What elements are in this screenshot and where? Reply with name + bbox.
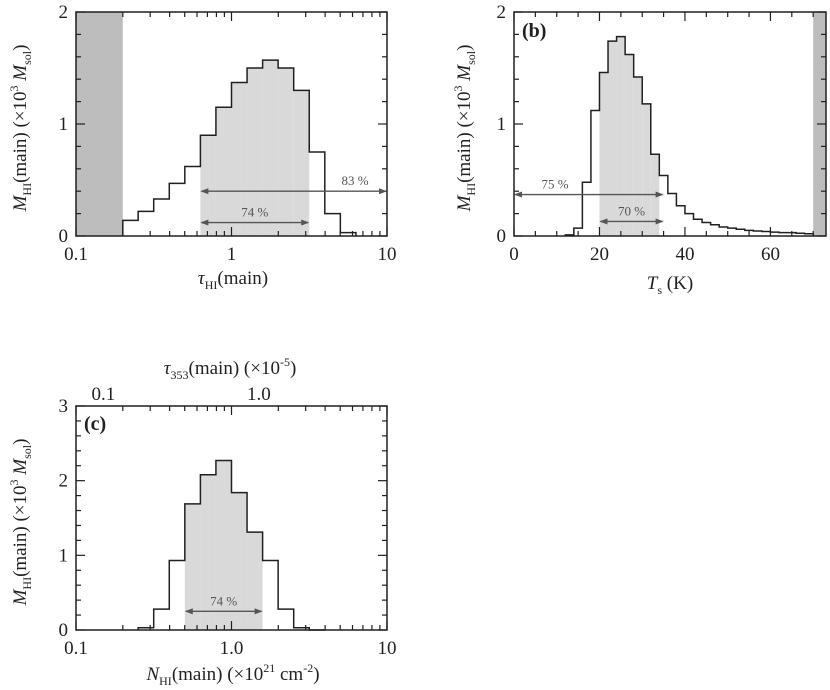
x-tick-label: 0	[509, 244, 519, 265]
panel-a: 0.1 1 10 0 1 2 74 % 83 %	[59, 2, 397, 265]
y-tick-label: 1	[59, 114, 69, 135]
shaded-bar	[215, 460, 232, 630]
shaded-bar	[616, 36, 626, 236]
histogram-outline	[122, 59, 357, 236]
top-x-tick-label: 1.0	[247, 384, 271, 405]
plot-frame	[513, 11, 827, 237]
shaded-bar	[247, 532, 263, 630]
y-tick-label: 2	[59, 471, 69, 492]
x-axis-label-c: NHI(main) (×1021 cm-2)	[145, 661, 319, 688]
x-tick-label: 10	[378, 638, 397, 659]
histogram-outline	[137, 459, 325, 631]
shaded-bar	[608, 41, 617, 237]
panel-c: 0.1 1.0 10 0 1 2 3 0.1 1.0 74 %	[59, 384, 397, 659]
y-tick-label: 0	[497, 226, 507, 247]
range-label: 70 %	[618, 203, 645, 218]
y-tick-label: 3	[59, 396, 69, 417]
shaded-bar	[215, 107, 232, 236]
range-label: 74 %	[241, 205, 268, 220]
shaded-bar	[200, 474, 216, 630]
shaded-bar	[184, 503, 201, 630]
shaded-bar	[633, 76, 643, 237]
top-x-axis-label-c: τ353(main) (×10-5)	[164, 355, 297, 382]
x-tick-label: 10	[378, 244, 397, 265]
y-tick-label: 1	[497, 114, 507, 135]
x-tick-label: 0.1	[64, 244, 88, 265]
shaded-bar	[231, 82, 248, 236]
x-tick-label: 20	[590, 244, 609, 265]
y-axis-label-c: MHI(main) (×103 Msol)	[7, 439, 34, 607]
shaded-bar	[200, 135, 216, 236]
x-tick-label: 40	[675, 244, 694, 265]
top-x-tick-label: 0.1	[92, 384, 116, 405]
range-label: 75 %	[541, 177, 568, 192]
x-tick-label: 1.0	[220, 638, 244, 659]
y-tick-label: 0	[59, 226, 69, 247]
shaded-bar	[599, 72, 609, 236]
y-tick-label: 2	[59, 2, 69, 23]
shaded-bar	[293, 90, 310, 237]
x-tick-label: 1	[227, 244, 237, 265]
x-tick-label: 60	[761, 244, 780, 265]
shaded-bar	[625, 54, 634, 237]
y-tick-label: 0	[59, 620, 69, 641]
panel-b: 0 20 40 60 0 1 2 70 % 75 %	[497, 2, 827, 265]
y-axis-label-a: MHI(main) (×103 Msol)	[7, 45, 34, 213]
panel-label-c: (c)	[84, 413, 106, 435]
range-label: 74 %	[210, 593, 237, 608]
shaded-bar	[642, 103, 651, 236]
x-axis-label-a: τHI(main)	[198, 268, 268, 292]
x-axis-label-b: Ts (K)	[647, 273, 693, 297]
y-axis-label-b: MHI(main) (×103 Msol)	[451, 45, 478, 213]
shaded-bar	[278, 68, 294, 236]
panel-label-b: (b)	[522, 20, 546, 42]
y-tick-label: 1	[59, 545, 69, 566]
range-label: 83 %	[341, 173, 368, 188]
y-tick-label: 2	[497, 2, 507, 23]
x-tick-label: 0.1	[64, 638, 88, 659]
shaded-bar	[231, 492, 248, 630]
